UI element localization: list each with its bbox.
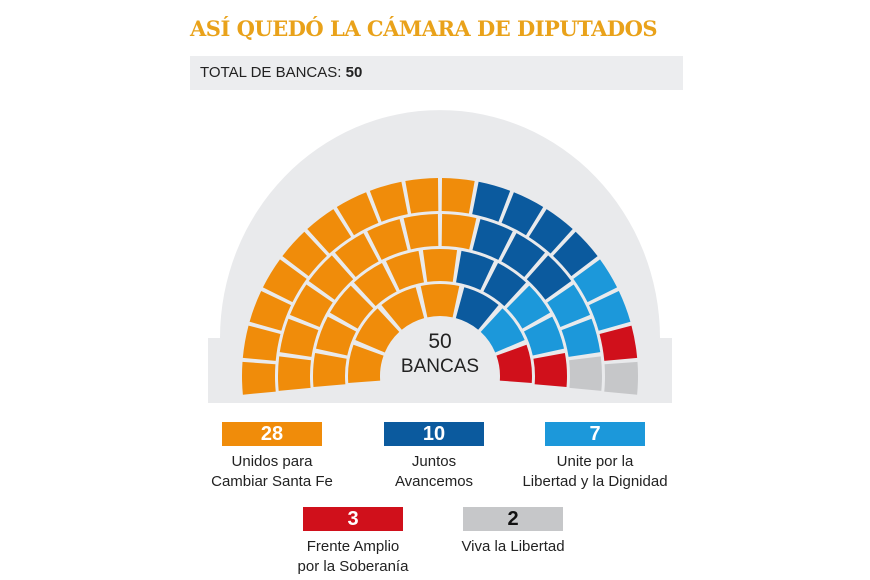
seat — [547, 284, 591, 327]
seat — [569, 356, 602, 391]
legend-count-box: 2 — [463, 507, 563, 531]
seat — [523, 316, 565, 356]
seat — [367, 219, 408, 260]
legend-item: 28 Unidos para Cambiar Santa Fe — [211, 422, 333, 492]
seat — [483, 263, 527, 307]
legend-count-box: 10 — [384, 422, 484, 446]
seat — [441, 178, 475, 214]
seat — [422, 249, 458, 282]
total-seats-bar: TOTAL DE BANCAS: 50 — [190, 56, 683, 90]
legend-count-box: 28 — [222, 422, 322, 446]
total-label: TOTAL DE BANCAS: — [200, 64, 342, 81]
legend-item: 10 Juntos Avancemos — [384, 422, 484, 492]
seat — [553, 231, 598, 277]
legend-label: Viva la Libertad — [461, 538, 565, 555]
seat — [242, 325, 281, 361]
seat — [604, 361, 638, 395]
seat — [278, 356, 311, 391]
seat — [501, 233, 546, 278]
seat — [528, 209, 573, 254]
seat — [480, 308, 525, 353]
seat — [242, 361, 276, 395]
page-title: ASÍ QUEDÓ LA CÁMARA DE DIPUTADOS — [190, 16, 658, 41]
seat — [282, 231, 327, 277]
seat — [472, 219, 513, 260]
total-value: 50 — [345, 64, 363, 81]
seat — [249, 291, 291, 331]
seat — [472, 181, 511, 222]
seat — [313, 352, 347, 388]
seat — [496, 344, 532, 384]
seat — [348, 344, 384, 384]
legend-item: 3 Frente Amplio por la Soberanía — [298, 507, 408, 577]
seat — [501, 192, 544, 236]
legend-label: Frente Amplio por la Soberanía — [297, 538, 409, 575]
legend-label: Unite por la Libertad y la Dignidad — [522, 453, 668, 490]
center-number: 50 — [428, 330, 451, 353]
legend-item: 2 Viva la Libertad — [461, 507, 565, 557]
seat — [599, 325, 638, 361]
seat — [289, 284, 333, 327]
seat — [385, 250, 424, 291]
legend-count-box: 7 — [545, 422, 645, 446]
seat — [355, 308, 400, 353]
seat — [456, 250, 495, 291]
seat — [420, 284, 460, 318]
seat — [279, 318, 319, 357]
seat — [308, 255, 354, 300]
seat — [506, 285, 551, 329]
seat — [589, 291, 631, 331]
seat — [336, 192, 379, 236]
seat — [334, 233, 379, 278]
legend-label: Juntos Avancemos — [394, 453, 474, 490]
seat — [262, 259, 307, 303]
seat — [307, 209, 352, 254]
seat — [455, 287, 499, 330]
seat — [533, 352, 567, 388]
parliament-chart: 50 BANCAS — [208, 110, 672, 403]
legend-item: 7 Unite por la Libertad y la Dignidad — [522, 422, 668, 492]
seat — [561, 318, 601, 357]
seat — [403, 214, 439, 250]
seat — [315, 316, 357, 356]
seat — [441, 214, 477, 250]
seat — [329, 285, 374, 329]
seat — [573, 259, 618, 303]
seat — [526, 255, 572, 300]
seat — [369, 181, 408, 222]
seat — [405, 178, 439, 214]
legend-label: Unidos para Cambiar Santa Fe — [211, 453, 333, 490]
center-text: BANCAS — [401, 356, 479, 377]
seat — [353, 263, 397, 307]
seat — [381, 287, 425, 330]
legend-count-box: 3 — [303, 507, 403, 531]
